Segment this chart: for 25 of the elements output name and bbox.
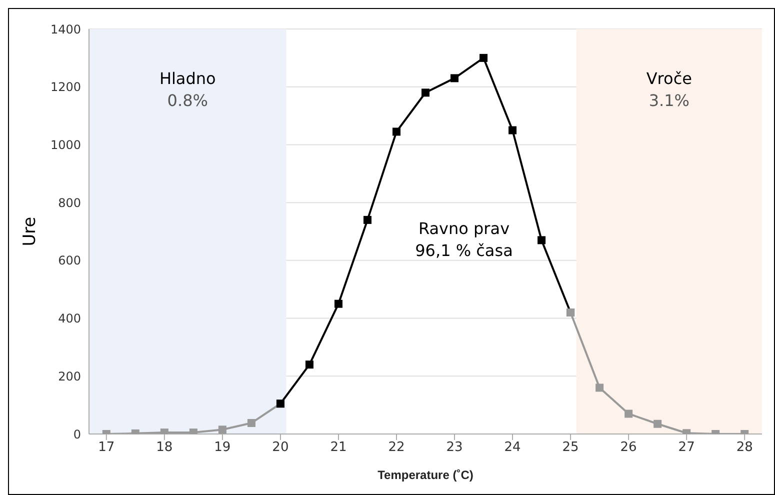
y-tick-label: 200 xyxy=(58,369,81,384)
y-tick-label: 0 xyxy=(73,427,81,442)
y-tick-label: 1200 xyxy=(50,80,81,94)
y-tick-label: 1000 xyxy=(50,138,81,152)
x-tick-label: 24 xyxy=(504,440,521,456)
x-tick-label: 22 xyxy=(388,440,405,456)
y-tick-label: 800 xyxy=(58,196,81,210)
annotation: Ravno prav 96,1 % časa xyxy=(415,219,513,260)
band-label: Hladno 0.8% xyxy=(159,69,216,110)
y-tick-label: 600 xyxy=(58,254,81,268)
y-tick-label: 1400 xyxy=(50,22,81,36)
x-tick-label: 23 xyxy=(446,440,463,456)
y-tick-label: 400 xyxy=(58,312,81,326)
y-axis-title: Ure xyxy=(20,216,40,246)
x-tick-label: 27 xyxy=(678,440,695,456)
x-tick-label: 26 xyxy=(620,440,637,456)
x-tick-label: 25 xyxy=(562,440,579,456)
x-axis-title: Temperature (˚C) xyxy=(378,468,474,482)
x-tick-label: 21 xyxy=(330,440,347,456)
x-tick-label: 17 xyxy=(98,440,115,456)
x-tick-label: 18 xyxy=(156,440,173,456)
x-tick-label: 19 xyxy=(214,440,231,456)
x-tick-label: 20 xyxy=(272,440,289,456)
x-tick-label: 28 xyxy=(736,440,753,456)
band-label: Vroče 3.1% xyxy=(646,69,692,110)
